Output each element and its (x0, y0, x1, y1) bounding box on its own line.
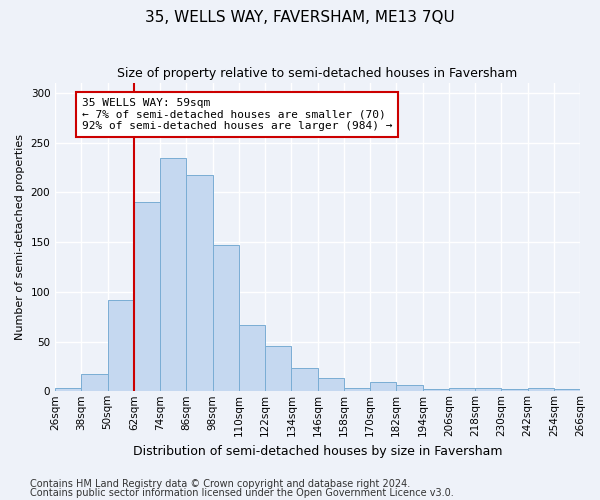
Text: 35, WELLS WAY, FAVERSHAM, ME13 7QU: 35, WELLS WAY, FAVERSHAM, ME13 7QU (145, 10, 455, 25)
Bar (134, 202, 160, 392)
Bar (187, 174, 212, 392)
Bar (554, 390, 580, 392)
Bar (265, 346, 292, 392)
Bar (344, 388, 370, 392)
Bar (107, 300, 134, 392)
Bar (82, 374, 107, 392)
Bar (160, 158, 187, 392)
Y-axis label: Number of semi-detached properties: Number of semi-detached properties (15, 134, 25, 340)
Bar (370, 382, 397, 392)
Bar (239, 324, 265, 392)
Text: Contains public sector information licensed under the Open Government Licence v3: Contains public sector information licen… (30, 488, 454, 498)
Bar (317, 378, 344, 392)
Bar (292, 368, 317, 392)
Text: 35 WELLS WAY: 59sqm
← 7% of semi-detached houses are smaller (70)
92% of semi-de: 35 WELLS WAY: 59sqm ← 7% of semi-detache… (82, 98, 392, 131)
Title: Size of property relative to semi-detached houses in Faversham: Size of property relative to semi-detach… (118, 68, 518, 80)
X-axis label: Distribution of semi-detached houses by size in Faversham: Distribution of semi-detached houses by … (133, 444, 502, 458)
Bar (212, 245, 239, 392)
Bar (527, 388, 554, 392)
Text: Contains HM Land Registry data © Crown copyright and database right 2024.: Contains HM Land Registry data © Crown c… (30, 479, 410, 489)
Bar (449, 388, 475, 392)
Bar (501, 390, 527, 392)
Bar (55, 388, 82, 392)
Bar (475, 388, 501, 392)
Bar (422, 390, 449, 392)
Bar (397, 386, 422, 392)
